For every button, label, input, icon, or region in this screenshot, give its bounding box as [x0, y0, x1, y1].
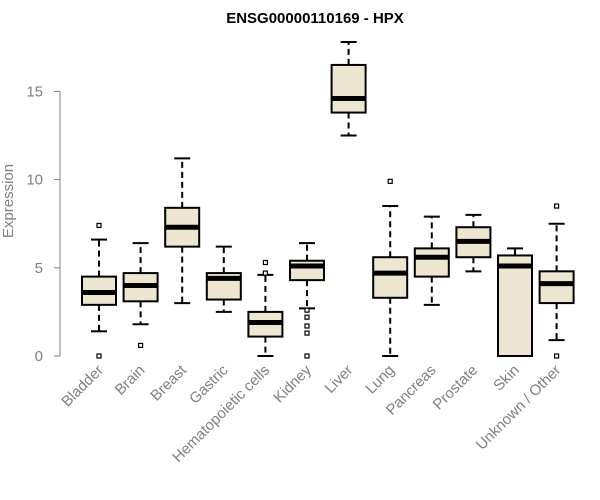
box-group — [538, 203, 575, 359]
y-tick-label: 10 — [26, 172, 43, 189]
outlier-point — [262, 259, 268, 266]
y-axis: 0 5 10 15 — [26, 83, 61, 365]
category-label: Brain — [112, 362, 149, 399]
category-label: Skin — [490, 362, 523, 395]
outlier-point — [304, 330, 310, 336]
category-label: Lung — [362, 362, 398, 398]
box-group — [497, 247, 533, 357]
outlier-point — [304, 353, 310, 359]
category-label: Prostate — [430, 362, 482, 414]
category-label: Breast — [147, 361, 190, 404]
box-group — [455, 213, 492, 273]
outlier-point — [304, 323, 310, 329]
outlier-point — [262, 270, 268, 276]
box — [497, 254, 533, 357]
y-tick-label: 15 — [26, 83, 43, 100]
box-group — [247, 259, 284, 357]
category-label: Liver — [321, 362, 356, 397]
box-group — [122, 242, 159, 349]
category-label: Bladder — [58, 362, 107, 411]
outlier-point — [138, 342, 144, 349]
box-group — [205, 245, 242, 313]
box-group — [81, 222, 117, 359]
box — [538, 270, 575, 305]
outlier-point — [304, 307, 310, 313]
outlier-point — [96, 353, 102, 359]
box-group — [372, 178, 409, 357]
outlier-point — [387, 178, 393, 184]
box-series — [81, 41, 575, 359]
outlier-point — [553, 353, 560, 359]
y-tick-label: 5 — [35, 260, 43, 277]
outlier-point — [553, 203, 560, 209]
y-axis-label: Expression — [0, 164, 17, 238]
category-label: Kidney — [270, 361, 315, 406]
box — [330, 63, 367, 114]
outlier-point — [96, 222, 102, 229]
box-group — [289, 242, 325, 359]
box-group — [413, 215, 450, 306]
chart-title: ENSG00000110169 - HPX — [226, 10, 404, 27]
y-tick-label: 0 — [35, 348, 43, 365]
box-group — [164, 157, 201, 305]
box — [413, 247, 450, 278]
outlier-point — [304, 314, 310, 320]
box — [372, 256, 409, 299]
box-group — [330, 41, 367, 137]
